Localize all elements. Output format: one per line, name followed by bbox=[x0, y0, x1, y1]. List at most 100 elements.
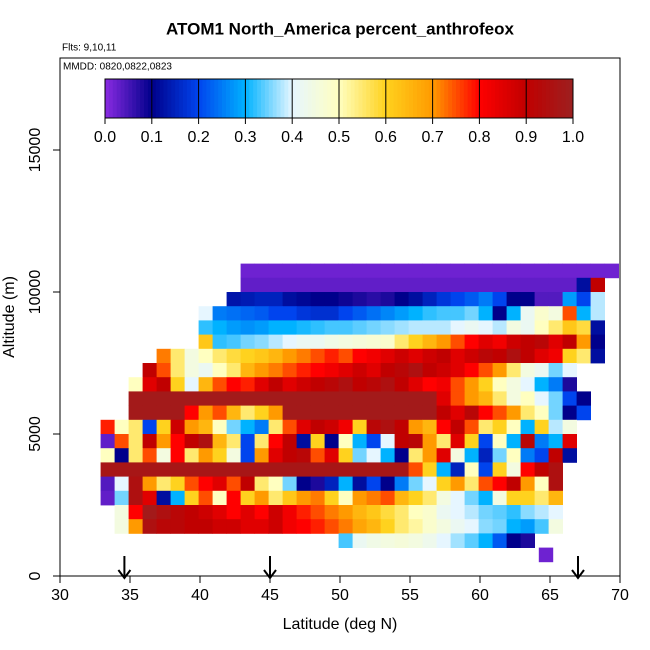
heat-cell bbox=[310, 363, 325, 378]
heat-cell bbox=[128, 519, 143, 534]
heat-cell bbox=[254, 476, 269, 492]
heat-cell bbox=[394, 306, 409, 321]
heat-cell bbox=[562, 419, 577, 435]
heat-cell bbox=[520, 320, 535, 336]
heat-cell bbox=[268, 405, 283, 421]
heat-cell bbox=[240, 419, 255, 435]
heat-cell bbox=[380, 277, 395, 293]
heat-cell bbox=[184, 476, 199, 492]
heat-cell bbox=[464, 377, 479, 392]
heat-cell bbox=[114, 476, 129, 492]
heat-cell bbox=[128, 448, 143, 463]
heat-cell bbox=[128, 391, 143, 407]
colorbar-swatch bbox=[409, 79, 414, 118]
heat-cell bbox=[170, 377, 185, 392]
heat-cell bbox=[422, 505, 437, 520]
colorbar-swatch bbox=[448, 79, 453, 118]
heat-cell bbox=[282, 448, 297, 463]
colorbar-swatch bbox=[253, 79, 258, 118]
heat-cell bbox=[156, 419, 171, 435]
heat-cell bbox=[436, 263, 451, 279]
y-tick-label: 0 bbox=[27, 571, 44, 580]
heat-cell bbox=[492, 405, 507, 421]
heat-cell bbox=[198, 462, 213, 478]
heat-cell bbox=[282, 476, 297, 492]
heat-cell bbox=[296, 320, 311, 336]
heat-cell bbox=[520, 377, 535, 392]
heat-cell bbox=[478, 348, 493, 364]
heat-cell bbox=[296, 519, 311, 534]
heat-cell bbox=[422, 320, 437, 336]
heat-cell bbox=[296, 377, 311, 392]
heat-cell bbox=[128, 377, 143, 392]
heat-cell bbox=[324, 277, 339, 293]
heat-cell bbox=[422, 519, 437, 534]
arrow-head bbox=[263, 569, 277, 580]
heat-cell bbox=[422, 306, 437, 321]
colorbar-swatch bbox=[112, 79, 118, 118]
heat-cell bbox=[198, 476, 213, 492]
heat-cell bbox=[538, 547, 554, 563]
heat-cell bbox=[114, 434, 129, 449]
heat-cell bbox=[450, 391, 465, 407]
heat-cell bbox=[408, 277, 423, 293]
heat-cell bbox=[338, 462, 353, 478]
heat-cell bbox=[296, 391, 311, 407]
heat-cell bbox=[506, 448, 521, 463]
heat-cell bbox=[506, 348, 521, 364]
heat-cell bbox=[478, 462, 493, 478]
heat-cell bbox=[254, 391, 269, 407]
heat-cell bbox=[254, 306, 269, 321]
heat-cell bbox=[240, 263, 255, 279]
colorbar-swatch bbox=[374, 79, 379, 118]
heat-cell bbox=[478, 519, 493, 534]
heat-cell bbox=[156, 476, 171, 492]
heat-cell bbox=[142, 405, 157, 421]
heat-cell bbox=[310, 292, 325, 307]
heat-cell bbox=[296, 476, 311, 492]
colorbar-swatch bbox=[167, 79, 172, 118]
colorbar-swatch bbox=[229, 79, 235, 118]
heat-cell bbox=[184, 419, 199, 435]
heat-cell bbox=[296, 363, 311, 378]
heat-cell bbox=[464, 434, 479, 449]
heat-cell bbox=[422, 490, 437, 506]
heat-cell bbox=[450, 419, 465, 435]
subtitle: Flts: 9,10,11 bbox=[62, 43, 117, 54]
heat-cell bbox=[156, 448, 171, 463]
heat-cell bbox=[198, 505, 213, 520]
x-tick-label: 45 bbox=[261, 587, 279, 604]
heat-cell bbox=[324, 434, 339, 449]
heat-cell bbox=[548, 419, 563, 435]
heat-cell bbox=[548, 448, 563, 463]
heat-cell bbox=[492, 505, 507, 520]
heat-cell bbox=[142, 505, 157, 520]
heat-cell bbox=[310, 490, 325, 506]
heat-cell bbox=[240, 391, 255, 407]
heat-cell bbox=[352, 476, 367, 492]
colorbar-tick-label: 0.4 bbox=[281, 129, 303, 146]
heat-cell bbox=[436, 277, 451, 293]
heat-cell bbox=[282, 405, 297, 421]
heat-cell bbox=[212, 405, 227, 421]
heat-cell bbox=[408, 320, 423, 336]
heat-cell bbox=[310, 434, 325, 449]
heat-cell bbox=[478, 306, 493, 321]
heat-cell bbox=[506, 476, 521, 492]
heat-cell bbox=[380, 263, 395, 279]
heat-cell bbox=[268, 434, 283, 449]
heat-cell bbox=[464, 391, 479, 407]
colorbar-swatch bbox=[565, 79, 570, 118]
heat-cell bbox=[534, 377, 549, 392]
heat-cell bbox=[282, 519, 297, 534]
heat-cell bbox=[478, 405, 493, 421]
heat-cell bbox=[268, 334, 283, 350]
heat-cell bbox=[198, 434, 213, 449]
heat-cell bbox=[492, 306, 507, 321]
heat-cell bbox=[408, 462, 423, 478]
heat-cell bbox=[520, 363, 535, 378]
heat-cell bbox=[296, 490, 311, 506]
heat-cell bbox=[534, 363, 549, 378]
heat-cell bbox=[254, 334, 269, 350]
heat-cell bbox=[296, 277, 311, 293]
